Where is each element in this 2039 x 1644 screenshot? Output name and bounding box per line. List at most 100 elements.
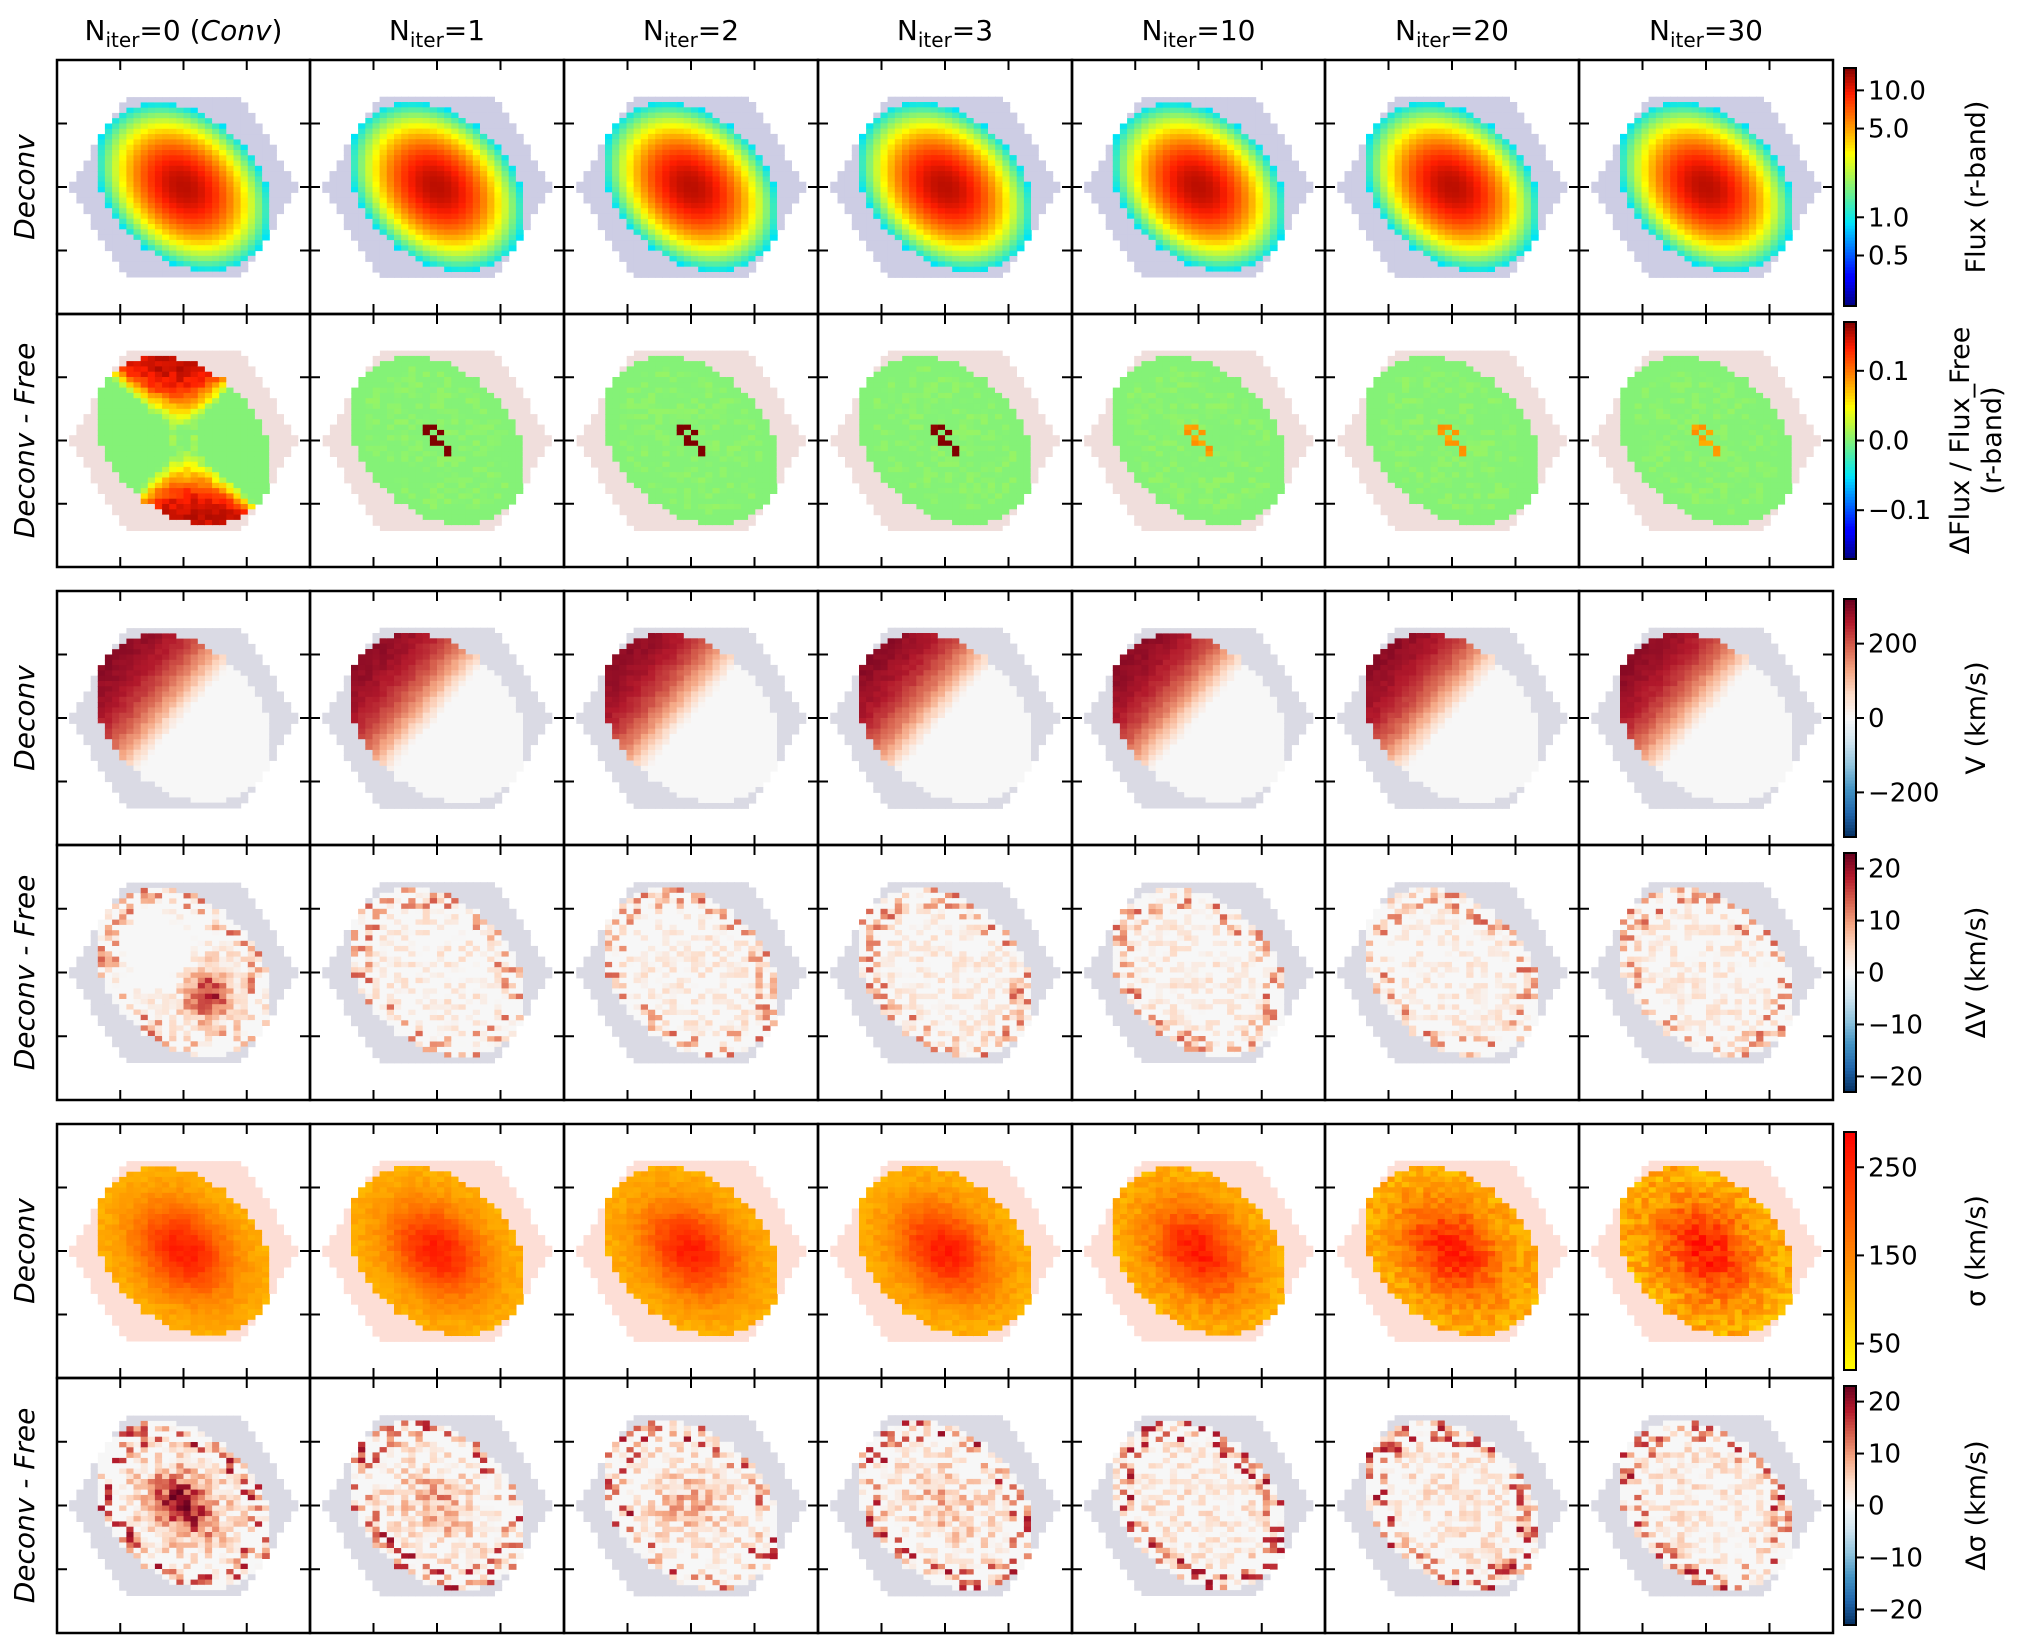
map-pixel — [119, 208, 127, 214]
map-pixel — [184, 176, 192, 182]
map-pixel — [184, 134, 192, 140]
map-pixel — [191, 176, 199, 182]
map-pixel — [134, 124, 142, 130]
map-pixel — [226, 129, 234, 135]
map-pixel — [241, 166, 249, 172]
map-pixel — [365, 219, 373, 225]
map-pixel — [176, 192, 184, 198]
map-pixel — [234, 166, 242, 172]
map-pixel — [105, 161, 113, 167]
map-pixel — [373, 155, 381, 161]
map-pixel — [141, 256, 149, 262]
map-pixel — [226, 176, 234, 182]
map-pixel — [358, 230, 366, 236]
map-pixel — [198, 129, 206, 135]
map-pixel — [205, 224, 213, 230]
map-pixel — [241, 182, 249, 188]
map-pixel — [191, 134, 199, 140]
map-pixel — [416, 230, 424, 236]
map-pixel — [269, 213, 277, 219]
map-pixel — [423, 176, 431, 182]
map-pixel — [262, 176, 270, 182]
map-pixel — [248, 219, 256, 225]
map-pixel — [176, 113, 184, 119]
map-pixel — [380, 256, 388, 262]
map-pixel — [148, 240, 156, 246]
map-pixel — [155, 256, 163, 262]
map-pixel — [134, 129, 142, 135]
map-pixel — [219, 155, 227, 161]
map-pixel — [148, 245, 156, 251]
map-pixel — [112, 198, 120, 204]
map-pixel — [269, 150, 277, 156]
map-pixel — [162, 118, 170, 124]
map-pixel — [380, 214, 388, 220]
map-pixel — [212, 176, 220, 182]
header-value: =20 — [1450, 14, 1509, 47]
map-pixel — [134, 198, 142, 204]
map-pixel — [162, 245, 170, 251]
map-pixel — [169, 161, 177, 167]
header-subscript: iter — [1162, 28, 1197, 52]
map-pixel — [191, 124, 199, 130]
map-pixel — [198, 108, 206, 114]
map-pixel — [126, 245, 134, 251]
map-pixel — [119, 166, 127, 172]
map-pixel — [112, 203, 120, 209]
map-pixel — [241, 266, 249, 272]
map-pixel — [155, 240, 163, 246]
map-pixel — [134, 272, 142, 278]
map-pixel — [191, 192, 199, 198]
map-pixel — [408, 171, 416, 177]
map-pixel — [119, 261, 127, 267]
map-pixel — [191, 171, 199, 177]
map-pixel — [84, 192, 92, 198]
map-pixel — [141, 124, 149, 130]
map-pixel — [365, 139, 373, 145]
map-pixel — [176, 235, 184, 241]
map-pixel — [248, 240, 256, 246]
map-pixel — [255, 240, 263, 246]
map-pixel — [416, 203, 424, 209]
map-pixel — [98, 203, 106, 209]
map-pixel — [105, 187, 113, 193]
map-pixel — [191, 182, 199, 188]
map-pixel — [112, 139, 120, 145]
map-pixel — [408, 160, 416, 166]
map-pixel — [205, 198, 213, 204]
map-pixel — [98, 224, 106, 230]
map-pixel — [241, 155, 249, 161]
map-pixel — [380, 176, 388, 182]
map-pixel — [91, 182, 99, 188]
map-pixel — [176, 155, 184, 161]
map-pixel — [387, 134, 395, 140]
map-pixel — [205, 192, 213, 198]
map-pixel — [416, 171, 424, 177]
map-pixel — [423, 245, 431, 251]
map-pixel — [205, 113, 213, 119]
map-pixel — [134, 192, 142, 198]
map-pixel — [284, 192, 292, 198]
map-pixel — [212, 124, 220, 130]
map-pixel — [219, 203, 227, 209]
map-pixel — [248, 176, 256, 182]
map-pixel — [351, 214, 359, 220]
map-pixel — [219, 124, 227, 130]
map-pixel — [176, 97, 184, 103]
map-pixel — [226, 182, 234, 188]
map-pixel — [198, 150, 206, 156]
map-pixel — [416, 214, 424, 220]
map-pixel — [262, 161, 270, 167]
map-pixel — [248, 124, 256, 130]
map-pixel — [358, 176, 366, 182]
map-pixel — [262, 171, 270, 177]
map-pixel — [387, 118, 395, 124]
map-panels — [57, 60, 1833, 1633]
map-pixel — [134, 166, 142, 172]
map-pixel — [408, 150, 416, 156]
map-pixel — [358, 160, 366, 166]
map-pixel — [423, 256, 431, 262]
map-pixel — [212, 235, 220, 241]
map-pixel — [262, 192, 270, 198]
map-pixel — [198, 224, 206, 230]
